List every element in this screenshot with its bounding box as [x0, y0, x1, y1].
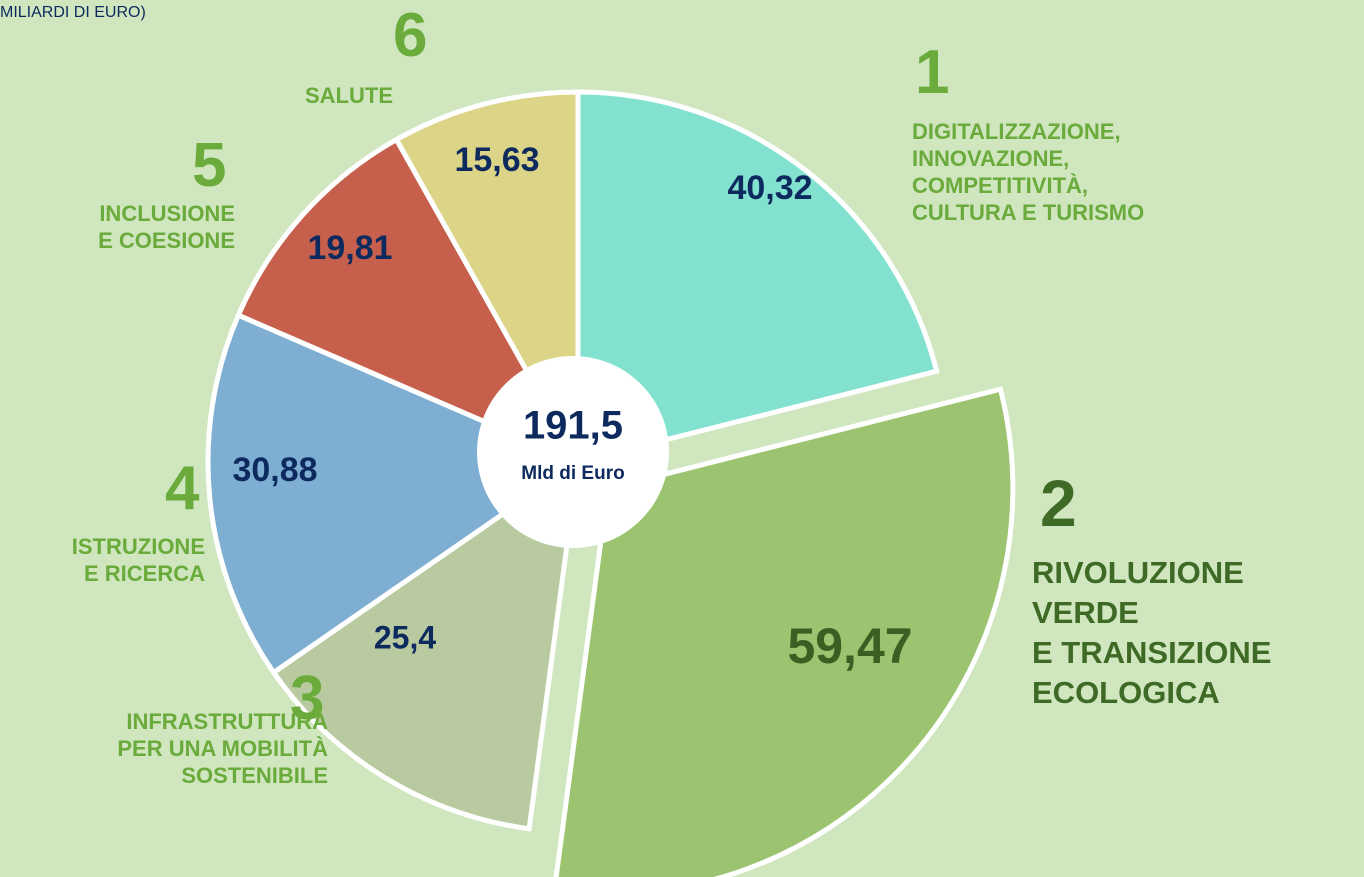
mission-number: 4: [165, 454, 200, 523]
pie-slice: [270, 456, 582, 832]
value-label: 30,88: [232, 451, 317, 489]
total-label: 191,5: [523, 404, 623, 448]
mission-name: DIGITALIZZAZIONE, INNOVAZIONE, COMPETITI…: [912, 119, 1145, 225]
value-label: 59,47: [787, 618, 912, 674]
mission-name: RIVOLUZIONE VERDE E TRANSIZIONE ECOLOGIC…: [1032, 555, 1272, 710]
mission-number: 1: [915, 38, 950, 107]
mission-name: ISTRUZIONE E RICERCA: [71, 534, 205, 586]
total-unit: Mld di Euro: [521, 463, 624, 484]
pie-slice: [575, 89, 940, 466]
value-label: 15,63: [454, 141, 539, 179]
pie-slice: [205, 311, 584, 676]
value-label: 19,81: [307, 229, 392, 267]
mission-number: 2: [1040, 466, 1077, 540]
subtitle: MILIARDI DI EURO): [0, 4, 146, 21]
mission-number: 5: [192, 131, 227, 200]
value-label: 25,4: [374, 619, 436, 655]
center-circle: [477, 356, 669, 548]
pie-slice: [553, 386, 1016, 877]
mission-name: INFRASTRUTTURA PER UNA MOBILITÀ SOSTENIB…: [117, 709, 328, 788]
mission-name: SALUTE: [305, 83, 393, 108]
mission-number: 6: [393, 1, 428, 70]
mission-name: INCLUSIONE E COESIONE: [98, 201, 235, 253]
mission-number: 3: [290, 664, 325, 733]
value-label: 40,32: [727, 169, 812, 207]
pie-slice: [235, 136, 584, 468]
